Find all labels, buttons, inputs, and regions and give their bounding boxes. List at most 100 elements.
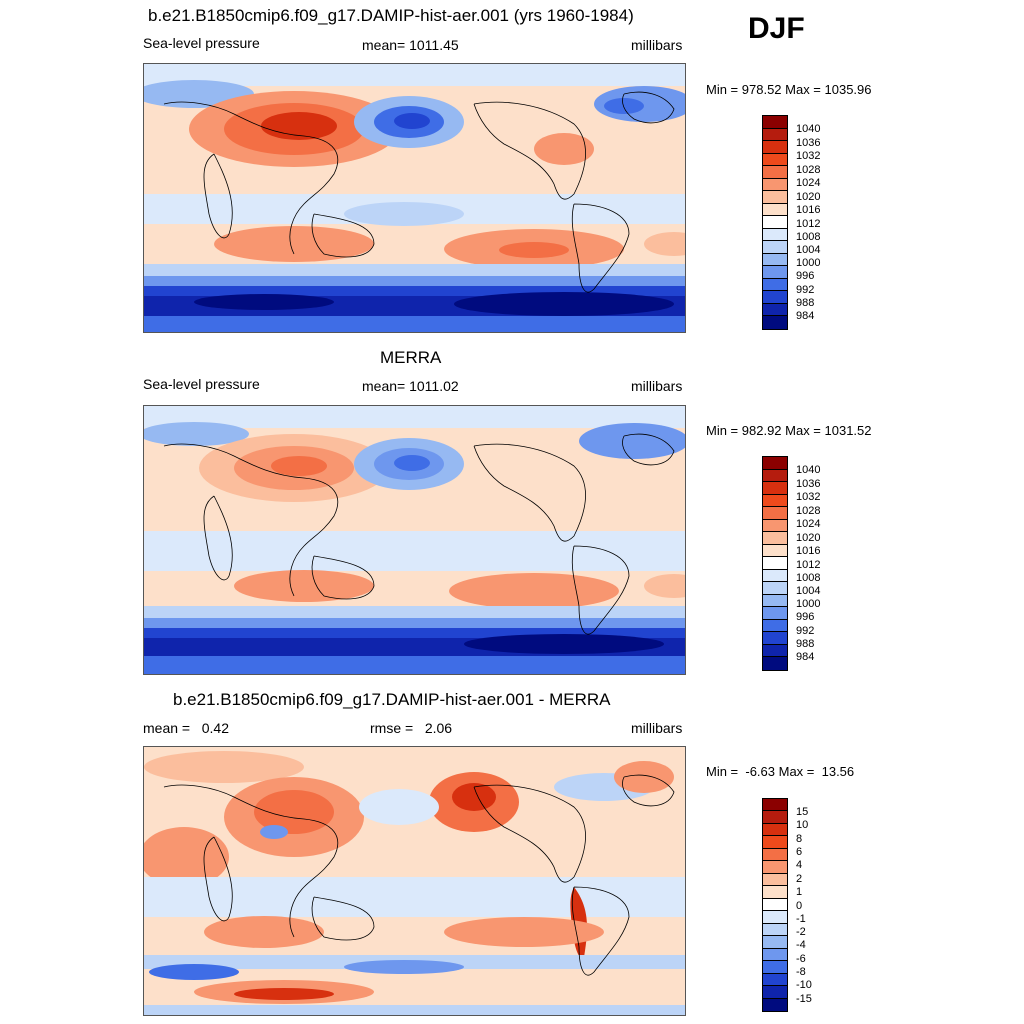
colorbar-swatch — [763, 241, 787, 254]
colorbar-swatch — [763, 948, 787, 962]
colorbar-swatch — [763, 116, 787, 129]
panel3-minmax: Min = -6.63 Max = 13.56 — [706, 764, 855, 779]
panel3-colorbar — [762, 798, 788, 1012]
panel3-units-label: millibars — [631, 720, 683, 736]
panel2-map — [143, 405, 686, 675]
panel1-tick: 1000 — [796, 257, 821, 269]
colorbar-swatch — [763, 216, 787, 229]
panel1-tick: 1036 — [796, 137, 821, 149]
panel1-tick: 1020 — [796, 191, 821, 203]
panel3-tick: -1 — [796, 913, 806, 925]
colorbar-swatch — [763, 811, 787, 824]
panel3-tick: 0 — [796, 900, 803, 912]
colorbar-swatch — [763, 607, 787, 620]
colorbar-swatch — [763, 532, 787, 545]
panel2-mean-label: mean= 1011.02 — [362, 378, 459, 394]
panel3-tick: -8 — [796, 966, 806, 978]
panel3-tick: -15 — [796, 993, 812, 1005]
colorbar-swatch — [763, 266, 787, 279]
panel1-units-label: millibars — [631, 37, 683, 53]
panel1-title: b.e21.B1850cmip6.f09_g17.DAMIP-hist-aer.… — [148, 6, 634, 25]
colorbar-swatch — [763, 923, 787, 937]
panel3-tick: 4 — [796, 859, 803, 871]
panel1-tick: 1028 — [796, 164, 821, 176]
colorbar-swatch — [763, 203, 787, 217]
panel1-colorbar — [762, 115, 788, 330]
panel3-tick: -6 — [796, 953, 806, 965]
colorbar-swatch — [763, 191, 787, 204]
colorbar-swatch — [763, 998, 787, 1011]
colorbar-swatch — [763, 482, 787, 495]
panel2-tick: 1008 — [796, 572, 821, 584]
colorbar-swatch — [763, 911, 787, 924]
panel3-tick: -2 — [796, 926, 806, 938]
panel2-tick: 1016 — [796, 545, 821, 557]
panel2-tick: 988 — [796, 638, 815, 650]
panel1-tick: 984 — [796, 310, 815, 322]
colorbar-swatch — [763, 936, 787, 949]
colorbar-swatch — [763, 898, 787, 912]
panel2-tick: 1028 — [796, 505, 821, 517]
panel1-tick: 1008 — [796, 231, 821, 243]
panel2-tick: 1012 — [796, 559, 821, 571]
colorbar-swatch — [763, 494, 787, 508]
colorbar-swatch — [763, 823, 787, 837]
colorbar-swatch — [763, 253, 787, 267]
panel1-tick: 1032 — [796, 150, 821, 162]
panel3-tick: 1 — [796, 886, 803, 898]
panel3-tick: 10 — [796, 819, 809, 831]
colorbar-swatch — [763, 166, 787, 179]
panel2-variable-label: Sea-level pressure — [143, 376, 260, 392]
panel1-variable-label: Sea-level pressure — [143, 35, 260, 51]
colorbar-swatch — [763, 861, 787, 874]
panel2-colorbar — [762, 456, 788, 671]
colorbar-swatch — [763, 973, 787, 987]
colorbar-swatch — [763, 594, 787, 608]
panel1-tick: 996 — [796, 270, 815, 282]
colorbar-swatch — [763, 153, 787, 167]
panel1-tick: 1004 — [796, 244, 821, 256]
colorbar-swatch — [763, 128, 787, 142]
colorbar-swatch — [763, 519, 787, 533]
panel2-tick: 1024 — [796, 518, 821, 530]
colorbar-swatch — [763, 873, 787, 887]
panel2-tick: 984 — [796, 651, 815, 663]
panel2-tick: 1000 — [796, 598, 821, 610]
colorbar-swatch — [763, 644, 787, 658]
colorbar-swatch — [763, 569, 787, 583]
panel1-tick: 1040 — [796, 123, 821, 135]
panel3-mean-label: mean = 0.42 — [143, 720, 230, 736]
panel1-mean-label: mean= 1011.45 — [362, 37, 459, 53]
colorbar-swatch — [763, 986, 787, 999]
colorbar-swatch — [763, 961, 787, 974]
colorbar-swatch — [763, 544, 787, 558]
panel1-tick: 1024 — [796, 177, 821, 189]
colorbar-swatch — [763, 557, 787, 570]
colorbar-swatch — [763, 886, 787, 899]
panel3-title: b.e21.B1850cmip6.f09_g17.DAMIP-hist-aer.… — [173, 690, 611, 709]
panel1-map — [143, 63, 686, 333]
colorbar-swatch — [763, 303, 787, 317]
colorbar-swatch — [763, 469, 787, 483]
panel2-tick: 1040 — [796, 464, 821, 476]
colorbar-swatch — [763, 291, 787, 304]
colorbar-swatch — [763, 507, 787, 520]
colorbar-swatch — [763, 632, 787, 645]
panel1-tick: 1012 — [796, 218, 821, 230]
colorbar-swatch — [763, 316, 787, 329]
panel2-tick: 992 — [796, 625, 815, 637]
panel2-tick: 1032 — [796, 491, 821, 503]
panel1-tick: 988 — [796, 297, 815, 309]
colorbar-swatch — [763, 457, 787, 470]
panel1-minmax: Min = 978.52 Max = 1035.96 — [706, 82, 872, 97]
panel2-tick: 1020 — [796, 532, 821, 544]
panel3-map — [143, 746, 686, 1016]
panel3-rmse-label: rmse = 2.06 — [370, 720, 453, 736]
panel1-tick: 1016 — [796, 204, 821, 216]
panel2-units-label: millibars — [631, 378, 683, 394]
season-label: DJF — [748, 12, 805, 45]
colorbar-swatch — [763, 228, 787, 242]
panel1-tick: 992 — [796, 284, 815, 296]
panel2-title: MERRA — [380, 348, 442, 367]
colorbar-swatch — [763, 836, 787, 849]
